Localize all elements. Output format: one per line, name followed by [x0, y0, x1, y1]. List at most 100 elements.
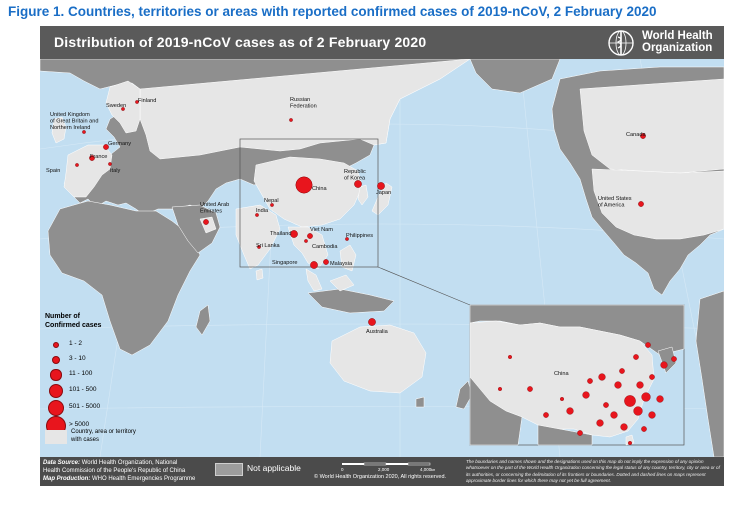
usa-land [591, 168, 724, 240]
indonesia [307, 288, 395, 314]
marker-malaysia [323, 259, 329, 265]
legend-label: > 5000 [69, 421, 90, 428]
south-america [695, 290, 724, 457]
inset-province-marker [641, 426, 647, 432]
map-frame: Distribution of 2019-nCoV cases as of 2 … [40, 26, 724, 486]
label-philippines: Philippines [346, 233, 373, 239]
inset-province-marker [610, 411, 618, 419]
who-name-line2: Organization [642, 42, 713, 54]
label-india: India [256, 208, 269, 214]
marker-japan [377, 182, 385, 190]
label-australia: Australia [366, 329, 389, 335]
japan-land [371, 182, 393, 216]
label-uae: United Arab Emirates [200, 202, 229, 215]
scale-0: 0 [341, 467, 344, 472]
inset-province-marker [660, 361, 668, 369]
marker-sri-lanka [257, 245, 261, 249]
legend-title-line2: Confirmed cases [45, 322, 102, 329]
legend-country-swatch [45, 430, 67, 444]
inset-province-marker [560, 397, 565, 402]
marker-germany [103, 144, 109, 150]
inset-province-marker [641, 392, 651, 402]
legend-label: 3 - 10 [69, 355, 86, 362]
legend-marker [47, 399, 65, 417]
label-italy: Italy [110, 168, 120, 174]
marker-united-kingdom-of-great-britain-and-northern-ireland [82, 130, 86, 134]
inset-province-marker [633, 354, 639, 360]
label-sweden: Sweden [106, 103, 126, 109]
not-applicable-swatch [215, 463, 243, 476]
who-logo: World Health Organization [606, 29, 718, 57]
label-malaysia: Malaysia [330, 261, 353, 267]
inset-province-marker [628, 441, 633, 446]
se-asia-land [287, 226, 329, 270]
label-france: France [90, 154, 107, 160]
inset-province-marker [596, 419, 604, 427]
country-markers [75, 100, 646, 326]
marker-sweden [121, 107, 125, 111]
inset-province-marker [582, 391, 590, 399]
legend-marker [51, 355, 61, 365]
legend-row: 3 - 10 [45, 354, 145, 368]
inset-province-marker [566, 407, 574, 415]
inset-region-box [239, 138, 379, 268]
marker-thailand [290, 230, 298, 238]
inset-province-marker [633, 406, 643, 416]
inset-province-marker [620, 423, 628, 431]
label-russia: Russian Federation [290, 97, 317, 110]
legend-label: 101 - 500 [69, 386, 97, 393]
copyright: © World Health Organization 2020, All ri… [314, 474, 447, 480]
korea-land [357, 184, 369, 206]
map-production: WHO Health Emergencies Programme [92, 476, 196, 482]
inset-se-asia [537, 424, 593, 446]
scale-max: 4,000 [420, 467, 432, 472]
inset-south-asia [469, 376, 523, 446]
data-source-label: Data Source: [43, 460, 81, 466]
legend: Number of Confirmed cases 1 - 2 3 - 10 11 … [45, 312, 185, 444]
marker-cambodia [304, 239, 308, 243]
arabia [171, 204, 221, 254]
label-spain: Spain [46, 168, 60, 174]
inset-province-marker [614, 381, 622, 389]
label-canada: Canada [626, 132, 646, 138]
new-zealand [455, 380, 473, 410]
map-title: Distribution of 2019-nCoV cases as of 2 … [54, 34, 427, 50]
legend-marker [53, 342, 59, 348]
marker-italy [108, 162, 112, 166]
label-uk: United Kingdom of Great Britain and Northe… [50, 112, 99, 131]
label-usa: United States of America [598, 196, 632, 209]
inset-china-label: China [554, 371, 570, 377]
map-header: Distribution of 2019-nCoV cases as of 2 … [40, 26, 724, 59]
legend-label: 1 - 2 [69, 340, 83, 347]
who-name: World Health Organization [642, 30, 713, 54]
footer-credits: Data Source: World Health Organization, … [43, 459, 195, 483]
label-sri-lanka: Sri Lanka [256, 243, 281, 249]
greenland [469, 59, 561, 94]
marker-australia [368, 318, 376, 326]
data-source-line2: Health Commission of the People's Republ… [43, 468, 186, 474]
scale-seg1 [342, 463, 364, 465]
legend-marker [49, 384, 63, 398]
marker-finland [135, 100, 139, 104]
label-japan: Japan [376, 190, 391, 196]
inset-province-marker [671, 356, 677, 362]
inset-province-marker [527, 386, 533, 392]
inset-connector-1 [377, 266, 471, 306]
disclaimer: The boundaries and names shown and the d… [466, 459, 720, 483]
inset-province-marker [577, 430, 583, 436]
marker-singapore [310, 261, 318, 269]
country-labels: Finland Sweden United Kingdom of Great Br… [46, 97, 646, 335]
who-name-line1: World Health [642, 30, 713, 42]
legend-marker [50, 369, 62, 381]
label-korea: Republic of Korea [344, 169, 366, 182]
label-germany: Germany [108, 141, 131, 147]
marker-spain [75, 163, 79, 167]
world-map: China Finland Sweden United Kingdom of Gr… [40, 59, 724, 457]
uk-land [51, 116, 67, 144]
canada-land [579, 78, 724, 174]
inset-province-marker [656, 395, 664, 403]
borneo-malaysia [329, 274, 355, 292]
western-europe-land [63, 144, 113, 198]
marker-china [295, 176, 313, 194]
madagascar [195, 304, 211, 336]
